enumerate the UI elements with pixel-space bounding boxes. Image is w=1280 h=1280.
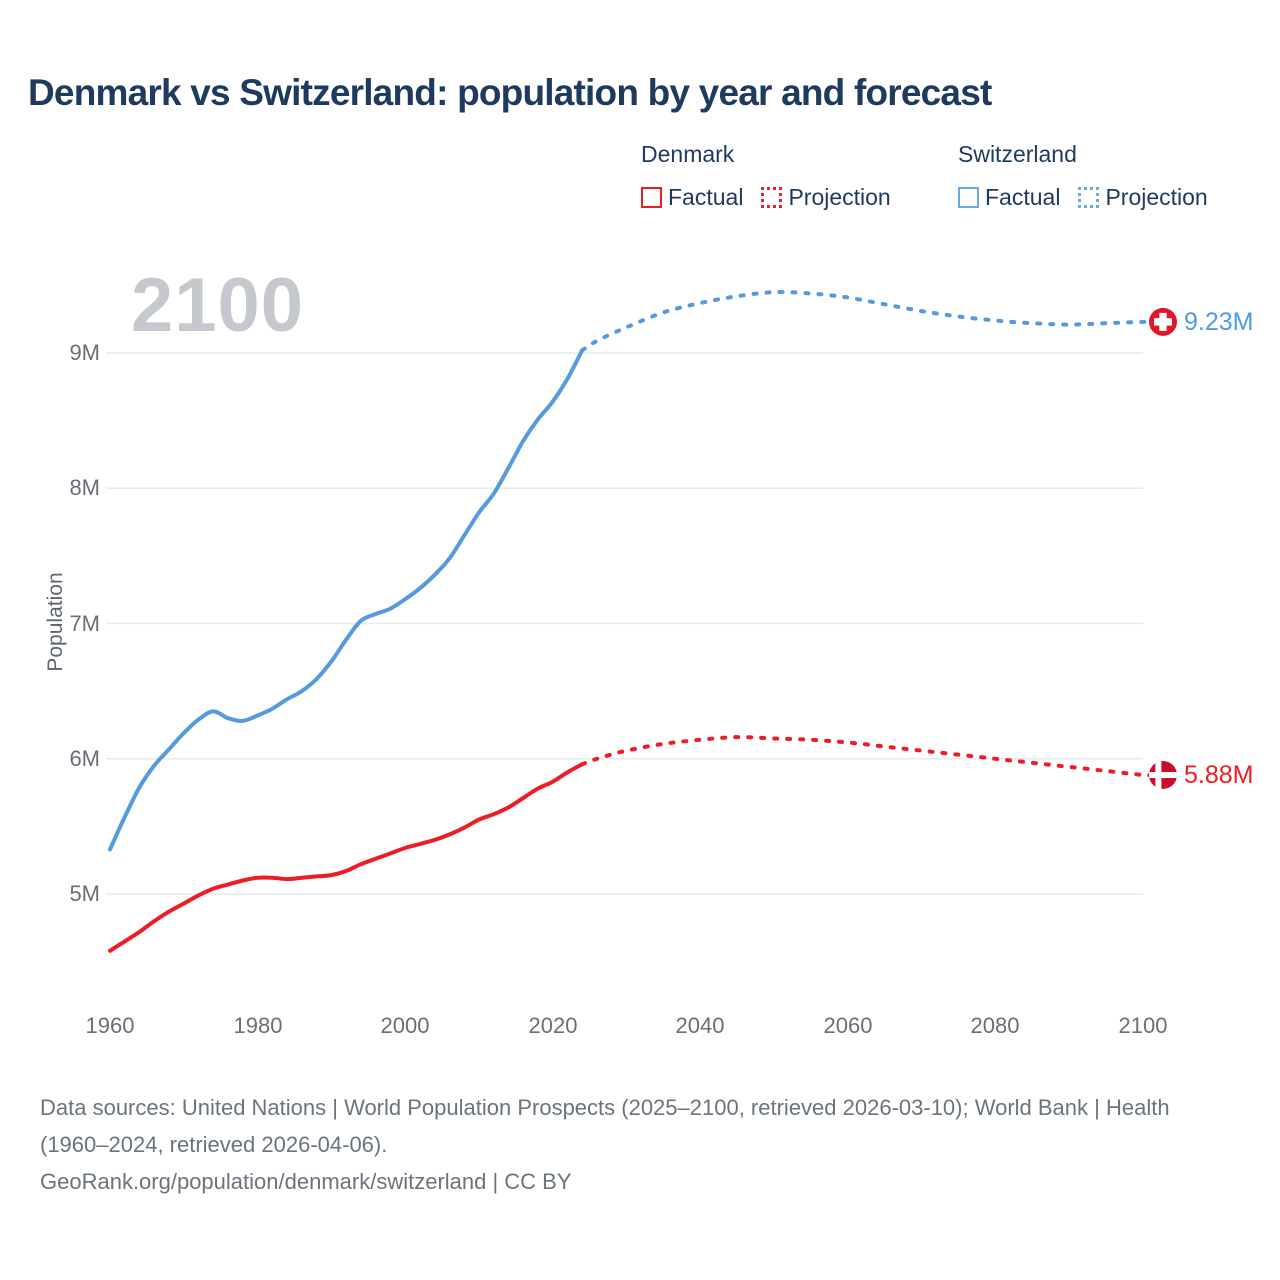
x-tick-2080: 2080 [970, 1013, 1020, 1038]
data-sources-text: Data sources: United Nations | World Pop… [40, 1095, 1170, 1157]
x-tick-2040: 2040 [675, 1013, 725, 1038]
y-tick-7m: 7M [69, 611, 100, 636]
series-switzerland-projection [580, 290, 1154, 353]
dotted-line-swatch-icon [761, 187, 783, 208]
footer: Data sources: United Nations | World Pop… [40, 1089, 1220, 1200]
y-tick-6m: 6M [69, 746, 100, 771]
legend-group-denmark-title: Denmark [641, 141, 735, 167]
legend-group-switzerland-title: Switzerland [958, 141, 1077, 167]
legend-group-switzerland: Switzerland Factual Projection [958, 141, 1208, 211]
forecast-horizon-watermark: 2100 [131, 263, 305, 348]
switzerland-end-value-label: 9.23M [1184, 308, 1254, 336]
x-tick-2020: 2020 [528, 1013, 578, 1038]
legend-item-label: Factual [985, 184, 1061, 210]
page-title: Denmark vs Switzerland: population by ye… [28, 72, 992, 113]
legend-item-switzerland-factual[interactable]: Factual [958, 184, 1060, 211]
solid-line-swatch-icon [958, 187, 979, 208]
dotted-line-swatch-icon [1078, 187, 1100, 208]
gridlines [106, 352, 1143, 895]
y-tick-5m: 5M [69, 881, 100, 906]
legend-group-denmark: Denmark Factual Projection [641, 141, 891, 211]
solid-line-swatch-icon [641, 187, 662, 208]
y-tick-8m: 8M [69, 475, 100, 500]
x-tick-2060: 2060 [823, 1013, 873, 1038]
denmark-flag-icon [1149, 761, 1177, 789]
x-tick-1980: 1980 [233, 1013, 283, 1038]
legend-item-switzerland-projection[interactable]: Projection [1078, 184, 1208, 211]
data-series-lines [108, 290, 1154, 953]
denmark-end-value-label: 5.88M [1184, 761, 1254, 789]
legend-item-label: Projection [1105, 184, 1208, 210]
attribution-link[interactable]: GeoRank.org/population/denmark/switzerla… [40, 1169, 572, 1194]
legend-item-label: Factual [668, 184, 744, 210]
x-tick-2000: 2000 [380, 1013, 430, 1038]
switzerland-flag-icon [1149, 307, 1177, 336]
series-switzerland-factual [108, 348, 585, 852]
series-denmark-factual [108, 762, 585, 953]
y-tick-9m: 9M [69, 340, 100, 365]
series-denmark-projection [580, 735, 1154, 778]
legend-item-denmark-projection[interactable]: Projection [761, 184, 891, 211]
x-tick-2100: 2100 [1118, 1013, 1168, 1038]
legend-item-label: Projection [788, 184, 891, 210]
legend-item-denmark-factual[interactable]: Factual [641, 184, 743, 211]
x-tick-1960: 1960 [85, 1013, 135, 1038]
